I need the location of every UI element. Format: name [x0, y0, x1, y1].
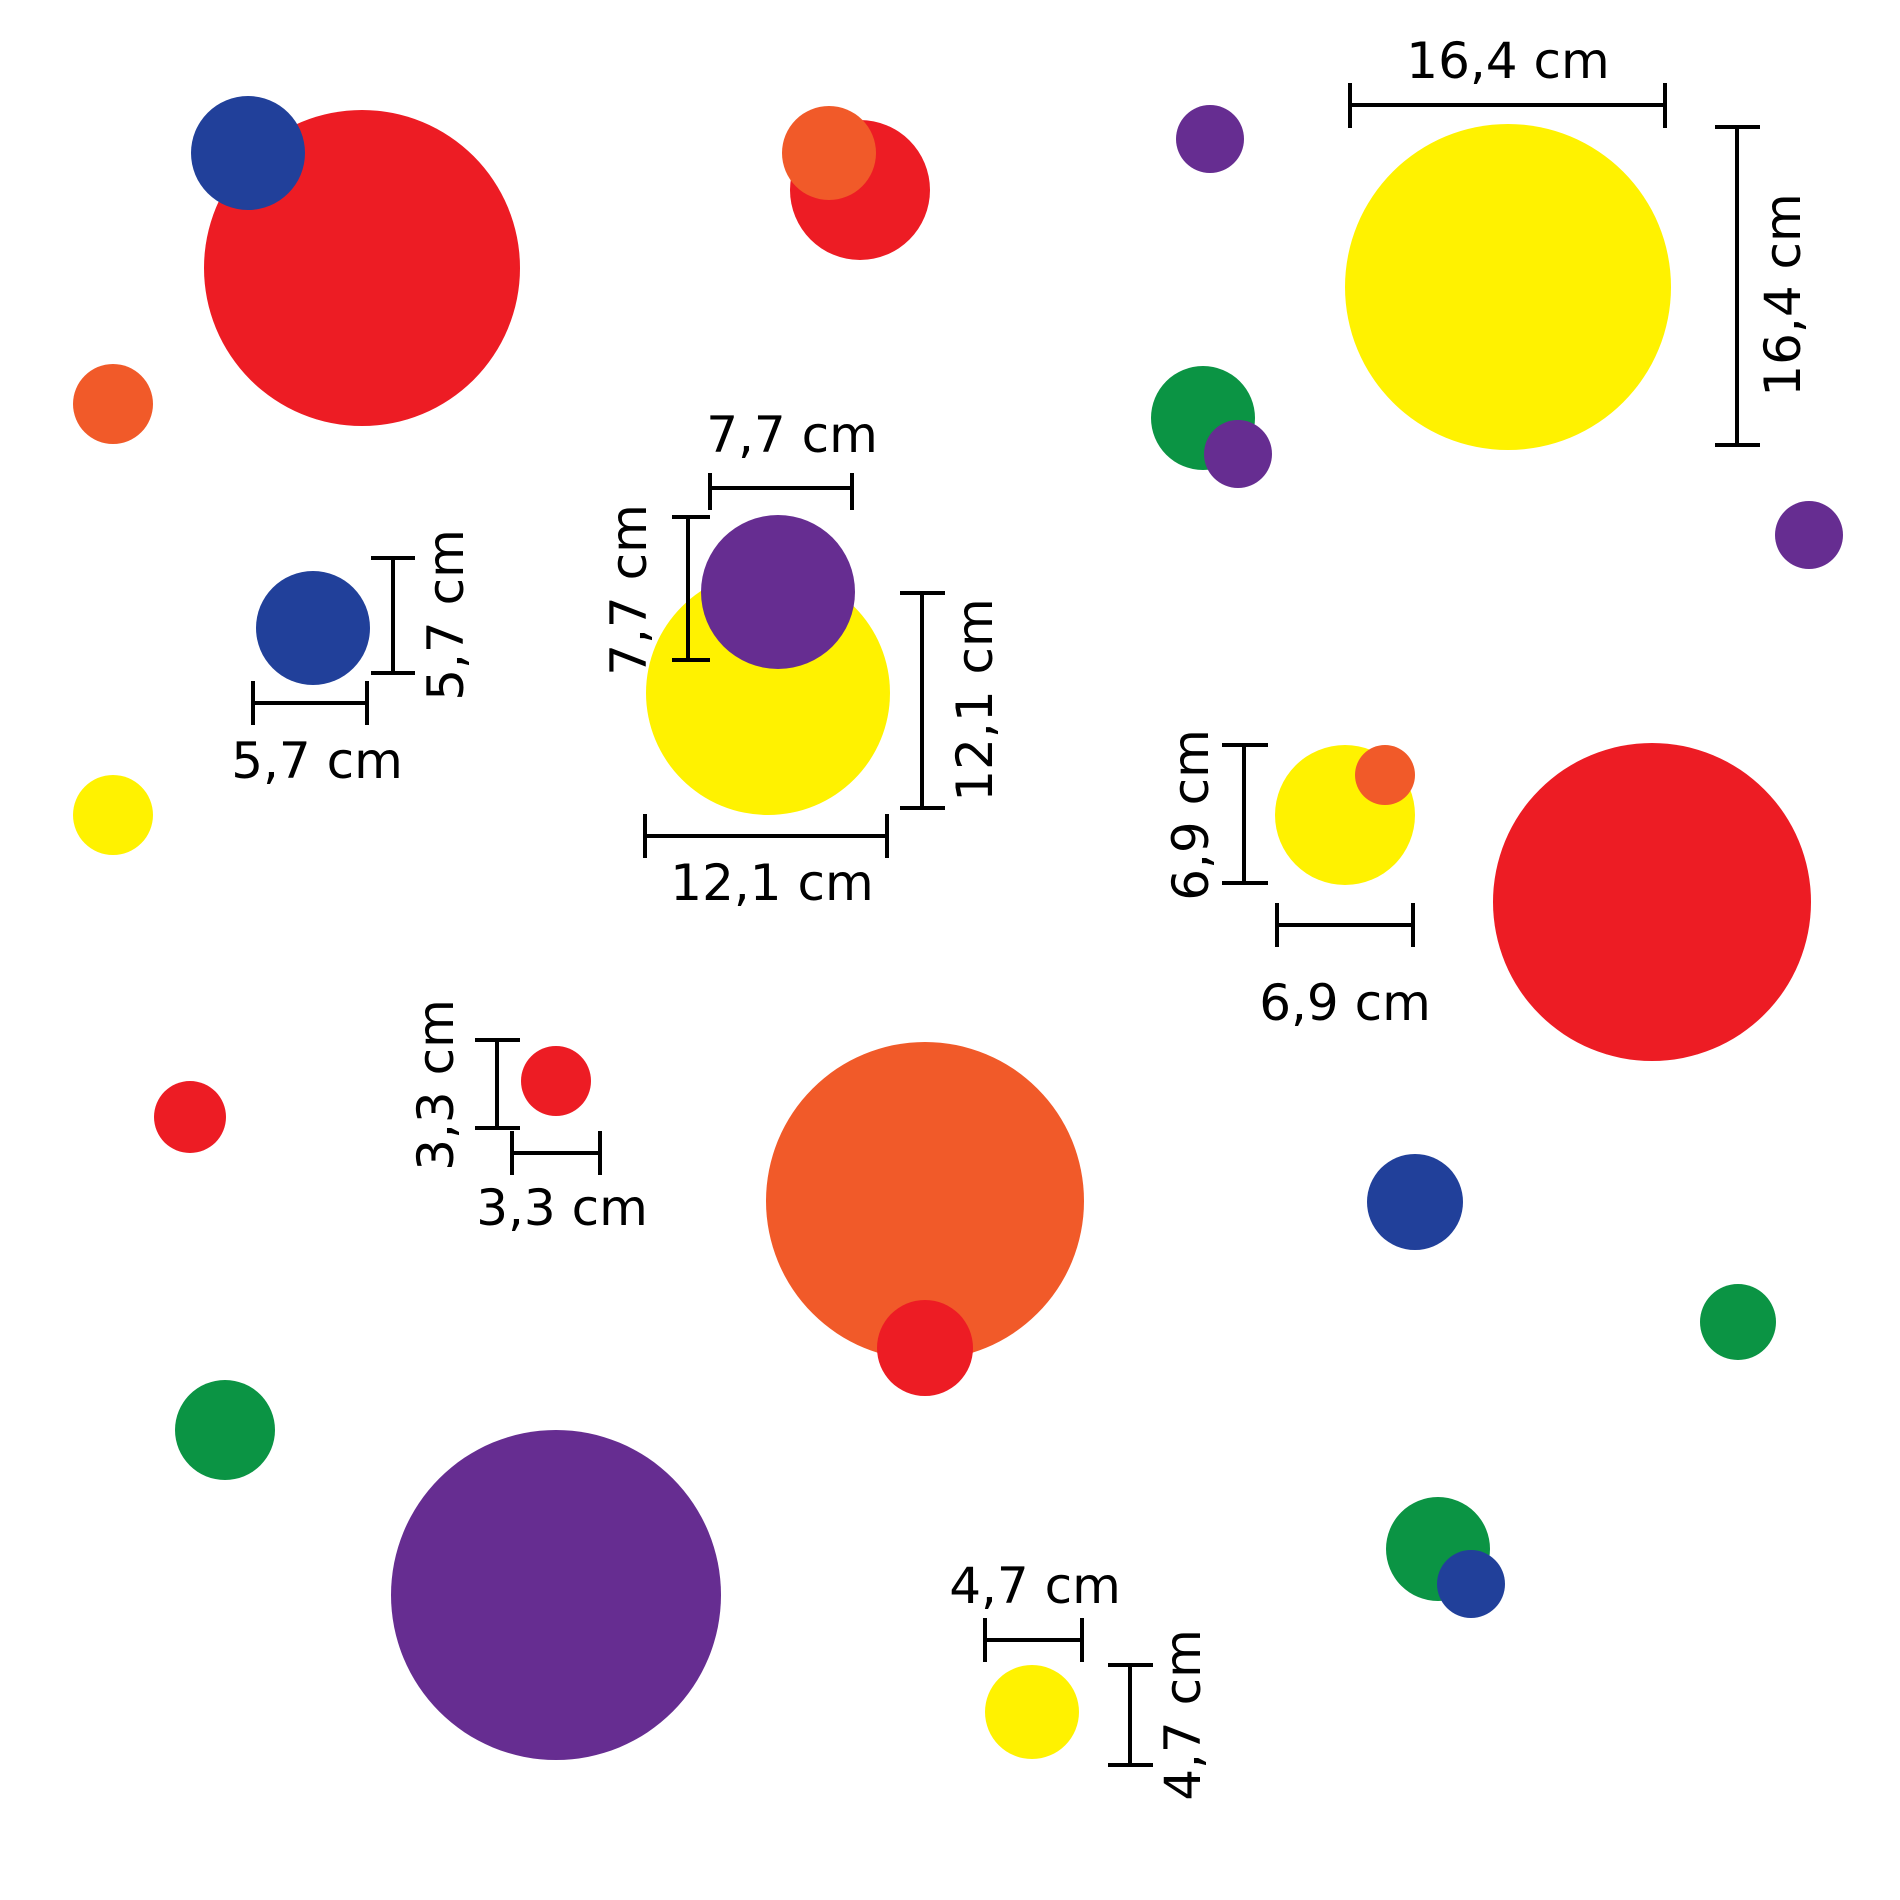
- label-5-7-horizontal: 5,7 cm: [231, 732, 403, 790]
- label-3-3-vertical: 3,3 cm: [407, 999, 465, 1171]
- dimension-7-7-vertical: 7,7 cm: [600, 504, 710, 676]
- purple-dot: [1176, 105, 1244, 173]
- dimension-16-4-vertical: 16,4 cm: [1715, 125, 1812, 447]
- dimension-5-7-vertical: 5,7 cm: [371, 529, 475, 701]
- label-12-1-vertical: 12,1 cm: [946, 598, 1004, 801]
- red-dot: [154, 1081, 226, 1153]
- yellow-dot: [1345, 124, 1671, 450]
- label-7-7-vertical: 7,7 cm: [600, 504, 658, 676]
- blue-dot: [1367, 1154, 1463, 1250]
- label-5-7-vertical: 5,7 cm: [417, 529, 475, 701]
- purple-dot: [1775, 501, 1843, 569]
- label-6-9-vertical: 6,9 cm: [1162, 729, 1220, 901]
- orange-dot: [73, 364, 153, 444]
- dimension-3-3-vertical: 3,3 cm: [407, 999, 520, 1171]
- dimension-12-1-horizontal: 12,1 cm: [643, 814, 889, 912]
- purple-dot: [701, 515, 855, 669]
- dimension-12-1-vertical: 12,1 cm: [900, 591, 1004, 810]
- yellow-dot: [73, 775, 153, 855]
- label-12-1-horizontal: 12,1 cm: [670, 854, 873, 912]
- dimension-16-4-horizontal: 16,4 cm: [1348, 32, 1667, 128]
- blue-dot: [256, 571, 370, 685]
- red-dot: [521, 1046, 591, 1116]
- red-dot: [1493, 743, 1811, 1061]
- orange-dot: [1355, 745, 1415, 805]
- blue-dot: [1437, 1550, 1505, 1618]
- green-dot: [1700, 1284, 1776, 1360]
- dots-layer: [73, 96, 1843, 1760]
- label-7-7-horizontal: 7,7 cm: [706, 406, 878, 464]
- label-4-7-vertical: 4,7 cm: [1154, 1629, 1212, 1801]
- purple-dot: [391, 1430, 721, 1760]
- purple-dot: [1204, 420, 1272, 488]
- orange-dot: [782, 106, 876, 200]
- red-dot: [877, 1300, 973, 1396]
- dimension-annotations: 16,4 cm 16,4 cm 7,7 cm 7,7 cm: [231, 32, 1812, 1801]
- dimension-6-9-vertical: 6,9 cm: [1162, 729, 1268, 901]
- label-6-9-horizontal: 6,9 cm: [1259, 974, 1431, 1032]
- label-16-4-vertical: 16,4 cm: [1754, 193, 1812, 396]
- blue-dot: [191, 96, 305, 210]
- dimension-5-7-horizontal: 5,7 cm: [231, 681, 403, 790]
- label-3-3-horizontal: 3,3 cm: [476, 1179, 648, 1237]
- yellow-dot: [985, 1665, 1079, 1759]
- dimension-3-3-horizontal: 3,3 cm: [476, 1131, 648, 1237]
- orange-dot: [766, 1042, 1084, 1360]
- dimension-6-9-horizontal: 6,9 cm: [1259, 903, 1431, 1032]
- label-4-7-horizontal: 4,7 cm: [949, 1557, 1121, 1615]
- dimension-7-7-horizontal: 7,7 cm: [706, 406, 878, 510]
- dimension-4-7-vertical: 4,7 cm: [1108, 1629, 1212, 1801]
- label-16-4-horizontal: 16,4 cm: [1406, 32, 1609, 90]
- green-dot: [175, 1380, 275, 1480]
- dimension-4-7-horizontal: 4,7 cm: [949, 1557, 1121, 1662]
